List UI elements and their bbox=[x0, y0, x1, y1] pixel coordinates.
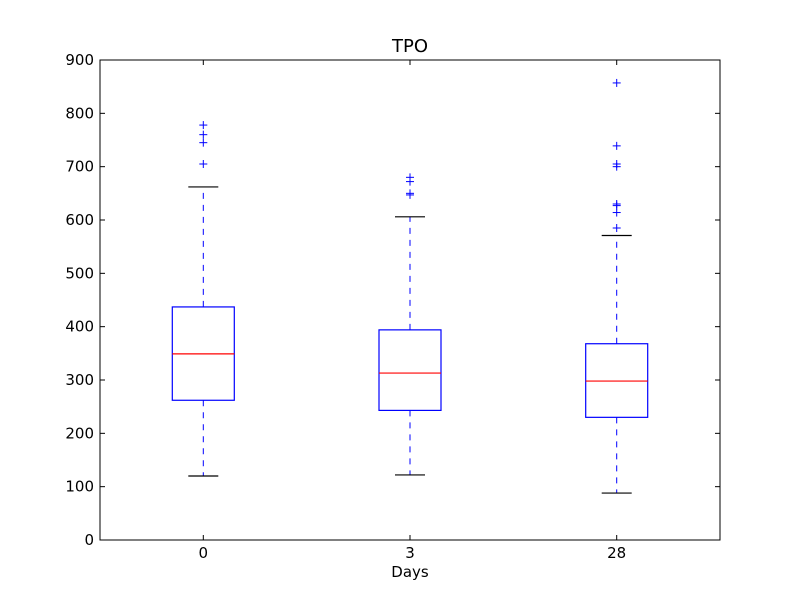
outlier-point bbox=[612, 141, 621, 150]
x-axis: 0 3 28 bbox=[199, 60, 626, 562]
y-tick-label: 100 bbox=[65, 478, 94, 496]
iqr-box bbox=[378, 329, 442, 412]
x-tick-label: 0 bbox=[199, 544, 209, 562]
x-tick-label: 28 bbox=[607, 544, 626, 562]
y-tick-label: 800 bbox=[65, 104, 94, 122]
boxes-layer bbox=[171, 78, 649, 494]
y-tick-label: 300 bbox=[65, 371, 94, 389]
box-group-3 bbox=[378, 173, 442, 476]
outlier-point bbox=[199, 121, 208, 130]
outlier-point bbox=[612, 200, 621, 208]
y-tick-label: 600 bbox=[65, 211, 94, 229]
box-group-28 bbox=[585, 78, 649, 494]
y-axis: 0 100 200 300 400 500 600 700 800 900 bbox=[65, 51, 720, 549]
y-tick-label: 900 bbox=[65, 51, 94, 69]
outlier-point bbox=[199, 130, 208, 139]
x-tick-label: 3 bbox=[405, 544, 415, 562]
x-axis-label: Days bbox=[391, 563, 429, 581]
outlier-point bbox=[199, 138, 208, 147]
outlier-point bbox=[612, 160, 621, 168]
y-tick-label: 200 bbox=[65, 424, 94, 442]
outlier-point bbox=[406, 173, 414, 182]
y-tick-label: 700 bbox=[65, 158, 94, 176]
y-tick-label: 0 bbox=[84, 531, 94, 549]
y-tick-label: 500 bbox=[65, 264, 94, 282]
outlier-point bbox=[612, 224, 621, 232]
y-tick-label: 400 bbox=[65, 318, 94, 336]
outlier-point bbox=[612, 78, 621, 87]
outlier-point bbox=[199, 160, 208, 168]
outlier-point bbox=[612, 208, 621, 217]
chart-title: TPO bbox=[391, 36, 428, 57]
box-group-0 bbox=[171, 121, 235, 477]
outlier-point bbox=[406, 189, 414, 198]
